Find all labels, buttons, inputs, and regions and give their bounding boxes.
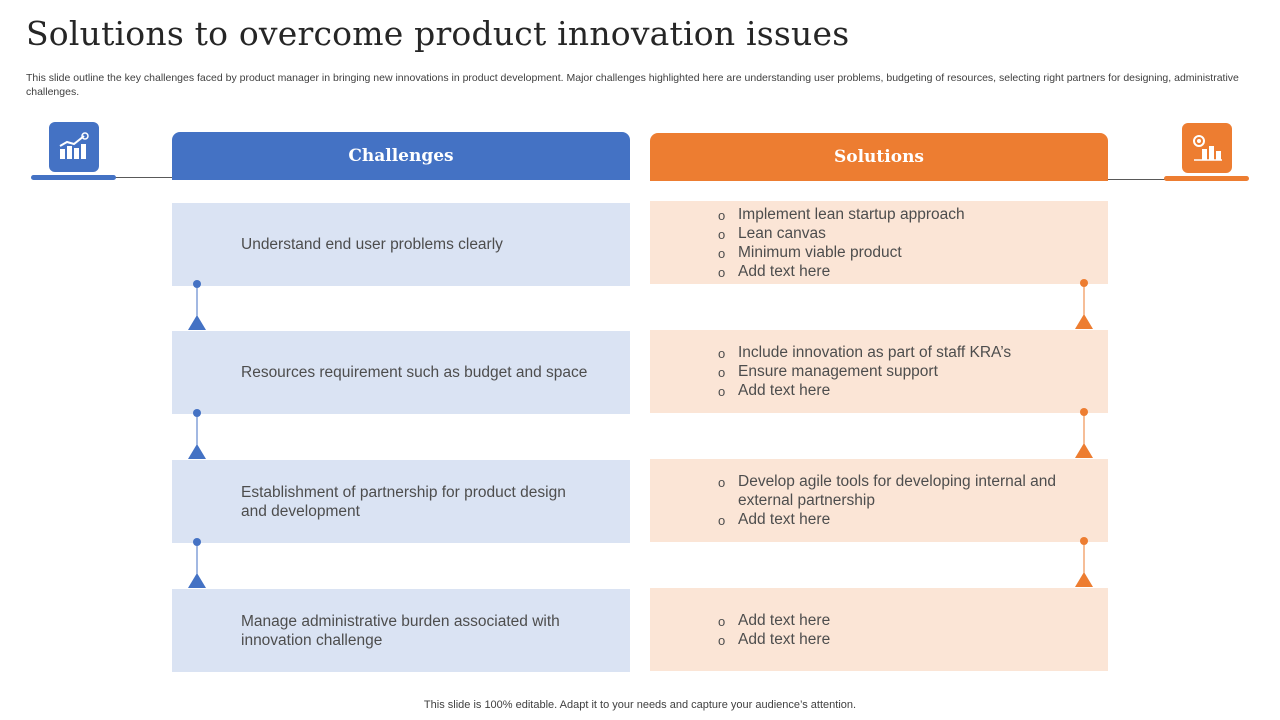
solution-bullet: Add text here — [718, 630, 830, 650]
blue-step-connector — [188, 280, 206, 330]
challenge-text: Establishment of partnership for product… — [241, 483, 566, 520]
page-subtitle: This slide outline the key challenges fa… — [26, 72, 1239, 98]
growth-chart-icon — [49, 122, 99, 172]
left-accent-bar — [31, 175, 116, 180]
solution-card: Develop agile tools for developing inter… — [650, 459, 1108, 542]
solution-card: Implement lean startup approach Lean can… — [650, 201, 1108, 284]
solution-bullet: Minimum viable product — [718, 243, 965, 263]
solution-card: Add text here Add text here — [650, 588, 1108, 671]
solution-bullet: Add text here — [718, 510, 1078, 530]
challenge-card: Establishment of partnership for product… — [172, 460, 630, 543]
challenge-card: Manage administrative burden associated … — [172, 589, 630, 672]
solution-bullet: Add text here — [718, 262, 965, 282]
solution-bullet: Add text here — [718, 611, 830, 631]
solution-card: Include innovation as part of staff KRA’… — [650, 330, 1108, 413]
solution-bullet: Lean canvas — [718, 224, 965, 244]
solution-bullet: Implement lean startup approach — [718, 205, 965, 225]
solution-bullet: Include innovation as part of staff KRA’… — [718, 343, 1011, 363]
footer-note: This slide is 100% editable. Adapt it to… — [423, 699, 857, 711]
orange-step-connector — [1075, 537, 1093, 587]
blue-step-connector — [188, 538, 206, 588]
challenge-text: Understand end user problems clearly — [241, 236, 503, 253]
bar-chart-gear-icon — [1182, 123, 1232, 173]
orange-step-connector — [1075, 408, 1093, 458]
right-accent-bar — [1164, 176, 1249, 181]
solution-bullet-list: Develop agile tools for developing inter… — [718, 472, 1078, 530]
solution-bullet-list: Implement lean startup approach Lean can… — [718, 205, 965, 282]
challenge-text: Manage administrative burden associated … — [241, 612, 560, 649]
right-connector-line — [1108, 179, 1182, 180]
challenge-text: Resources requirement such as budget and… — [241, 364, 588, 381]
challenge-card: Resources requirement such as budget and… — [172, 331, 630, 414]
solutions-header: Solutions — [650, 133, 1108, 181]
left-connector-line — [99, 177, 172, 178]
challenge-card: Understand end user problems clearly — [172, 203, 630, 286]
solution-bullet: Develop agile tools for developing inter… — [718, 472, 1078, 510]
blue-step-connector — [188, 409, 206, 459]
solution-bullet: Add text here — [718, 381, 1011, 401]
challenges-header: Challenges — [172, 132, 630, 180]
solution-bullet-list: Add text here Add text here — [718, 611, 830, 650]
page-title: Solutions to overcome product innovation… — [26, 14, 850, 53]
solution-bullet: Ensure management support — [718, 362, 1011, 382]
orange-step-connector — [1075, 279, 1093, 329]
solution-bullet-list: Include innovation as part of staff KRA’… — [718, 343, 1011, 401]
